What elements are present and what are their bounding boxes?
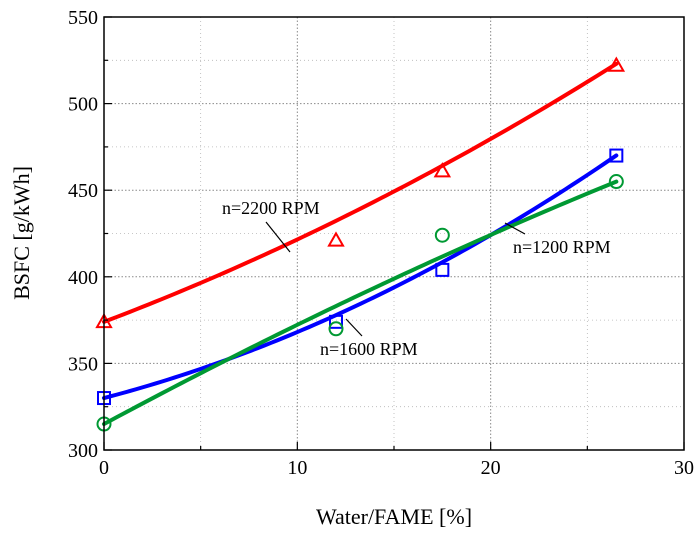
x-tick-label: 10: [287, 457, 307, 479]
annotations: n=2200 RPM n=1600 RPM n=1200 RPM: [222, 198, 611, 359]
square-marker: [435, 262, 450, 277]
minor-grid: [104, 17, 684, 450]
triangle-marker: [607, 56, 626, 72]
triangle-marker: [327, 231, 345, 247]
fit-line-2200-rpm: [102, 61, 619, 324]
annotation-leader: [504, 222, 526, 235]
y-tick-label: 400: [68, 267, 98, 289]
fit-curves: [102, 61, 619, 427]
tick-labels: 0 10 20 30 300 350 400 450 500 550: [68, 7, 694, 479]
y-axis-title: BSFC [g/kWh]: [9, 166, 34, 300]
fit-line-1600-rpm: [102, 153, 619, 401]
x-tick-label: 30: [674, 457, 694, 479]
circle-marker: [328, 321, 344, 337]
x-tick-label: 20: [481, 457, 501, 479]
series-annotation: n=1600 RPM: [320, 339, 418, 359]
square-marker: [329, 314, 343, 329]
y-tick-label: 550: [68, 7, 98, 29]
triangle-marker: [433, 162, 452, 178]
series-annotation: n=1200 RPM: [513, 237, 611, 257]
y-tick-label: 450: [68, 180, 98, 202]
circle-marker: [608, 174, 624, 190]
grid: [104, 17, 684, 450]
annotation-leader: [345, 318, 363, 337]
square-marker: [609, 148, 624, 163]
y-tick-label: 500: [68, 94, 98, 116]
annotation-leader: [265, 221, 291, 253]
axis-ticks: [103, 16, 685, 451]
y-tick-label: 300: [68, 440, 98, 462]
x-tick-label: 0: [99, 457, 109, 479]
circle-marker: [434, 227, 450, 243]
series-annotation: n=2200 RPM: [222, 198, 320, 218]
x-axis-title: Water/FAME [%]: [316, 504, 472, 529]
fit-line-1200-rpm: [102, 179, 619, 427]
y-tick-label: 350: [68, 353, 98, 375]
